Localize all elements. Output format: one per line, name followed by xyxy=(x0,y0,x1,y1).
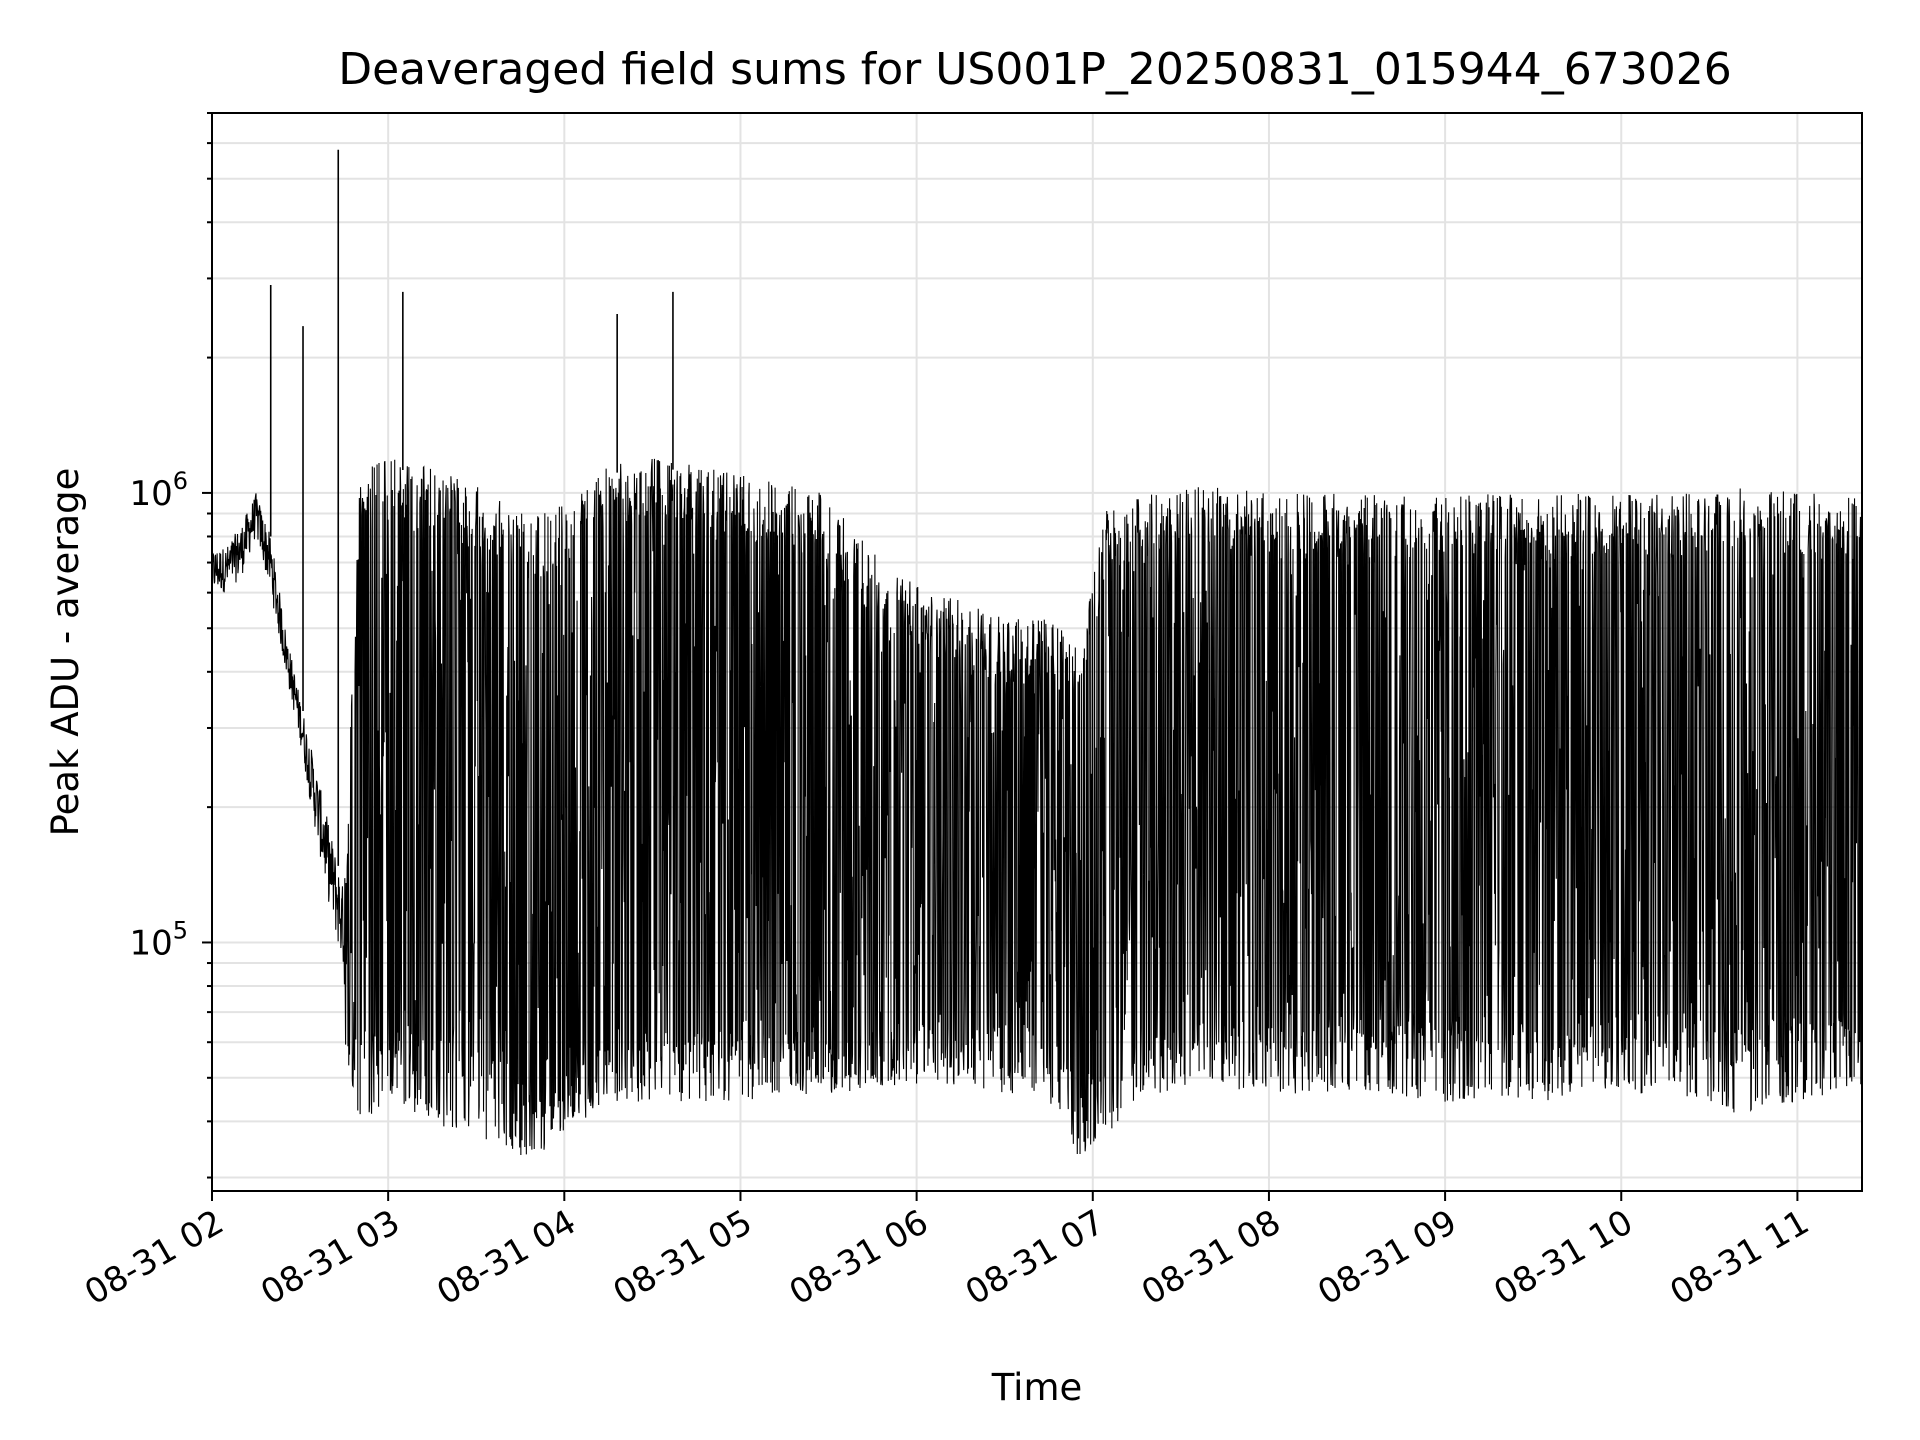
y-tick-label: 105 xyxy=(129,916,188,963)
y-tick-label: 106 xyxy=(129,467,188,514)
plot-area xyxy=(212,149,1862,1156)
y-axis: 105 106 xyxy=(129,112,212,1179)
y-axis-label: Peak ADU - average xyxy=(44,468,87,837)
x-axis-label: Time xyxy=(991,1366,1083,1409)
plot-frame xyxy=(211,112,1863,1192)
series-line-group xyxy=(212,149,1862,1156)
chart-title: Deaveraged field sums for US001P_2025083… xyxy=(338,44,1732,95)
series-line xyxy=(212,458,1862,1156)
